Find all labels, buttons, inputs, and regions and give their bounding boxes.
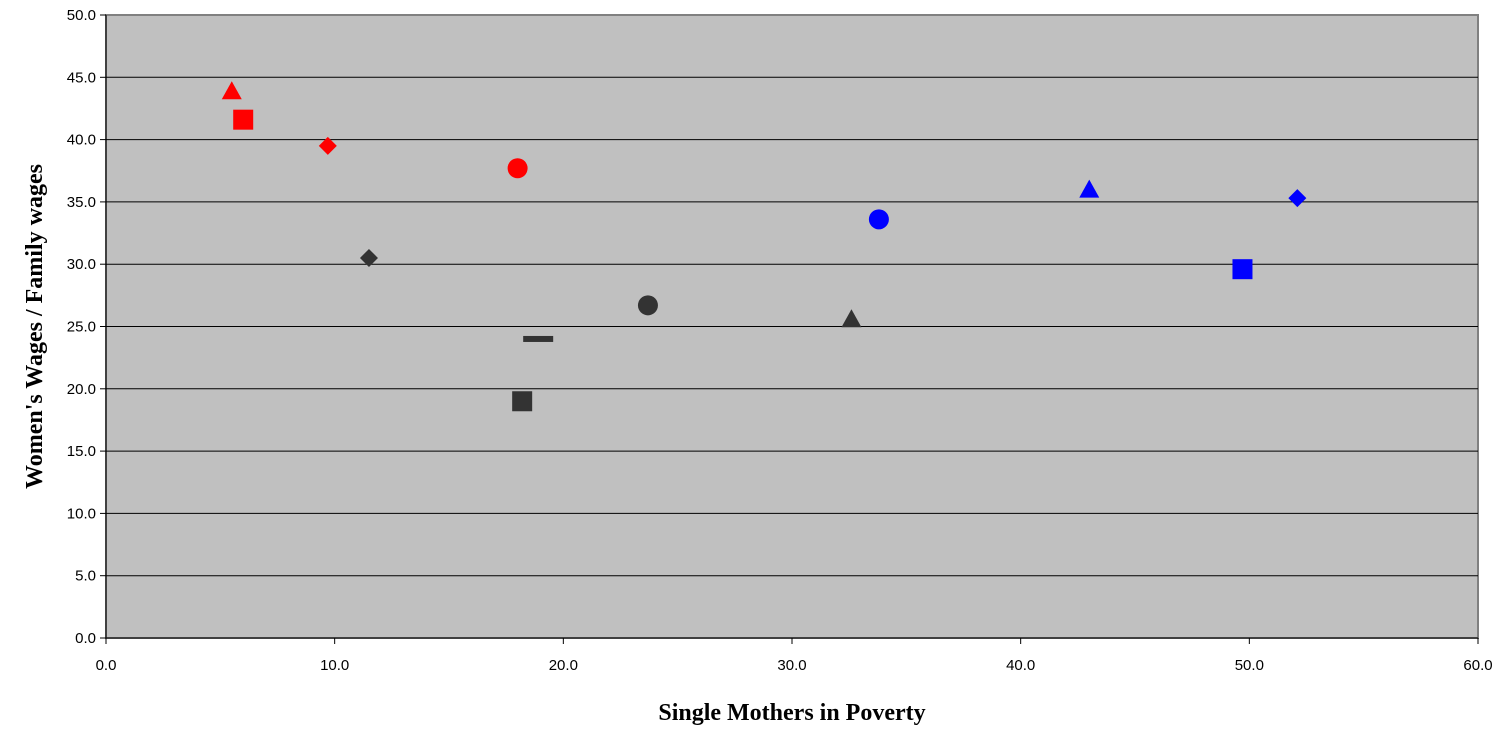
y-tick-label: 50.0 xyxy=(67,7,96,24)
data-point-triangle xyxy=(221,81,242,100)
y-tick-label: 35.0 xyxy=(67,194,96,211)
y-tick-label: 20.0 xyxy=(67,381,96,398)
y-axis-title: Women's Wages / Family wages xyxy=(22,164,48,489)
y-tick-label: 40.0 xyxy=(67,132,96,149)
data-point-diamond xyxy=(318,136,337,155)
x-tick-labels: 0.0 10.0 20.0 30.0 40.0 50.0 60.0 xyxy=(96,657,1493,674)
data-point-triangle xyxy=(1079,179,1100,198)
y-tick-labels: 0.0 5.0 10.0 15.0 20.0 25.0 30.0 35.0 40.0 45.0 50… xyxy=(67,7,96,647)
y-tick-label: 30.0 xyxy=(67,256,96,273)
y-tick-label: 0.0 xyxy=(75,630,96,647)
x-axis-title: Single Mothers in Poverty xyxy=(658,700,925,726)
x-tick-label: 40.0 xyxy=(1006,657,1035,674)
data-points xyxy=(221,81,1307,412)
x-tick-label: 0.0 xyxy=(96,657,117,674)
x-tick-label: 20.0 xyxy=(549,657,578,674)
x-tick-label: 50.0 xyxy=(1235,657,1264,674)
data-point-circle xyxy=(868,209,889,230)
x-tick-label: 10.0 xyxy=(320,657,349,674)
data-point-square xyxy=(512,391,533,412)
y-tick-label: 25.0 xyxy=(67,319,96,336)
y-tick-label: 5.0 xyxy=(75,568,96,585)
x-tick-label: 60.0 xyxy=(1463,657,1492,674)
y-tick-label: 45.0 xyxy=(67,69,96,86)
data-point-dash xyxy=(523,335,554,342)
axes xyxy=(100,14,1479,644)
data-point-triangle xyxy=(841,309,862,328)
data-point-circle xyxy=(637,295,658,316)
data-point-diamond xyxy=(1288,189,1307,208)
data-point-circle xyxy=(507,158,528,179)
data-point-diamond xyxy=(359,248,378,267)
data-point-square xyxy=(233,109,254,130)
y-tick-label: 10.0 xyxy=(67,505,96,522)
data-point-square xyxy=(1232,259,1253,280)
x-tick-label: 30.0 xyxy=(777,657,806,674)
y-tick-label: 15.0 xyxy=(67,443,96,460)
